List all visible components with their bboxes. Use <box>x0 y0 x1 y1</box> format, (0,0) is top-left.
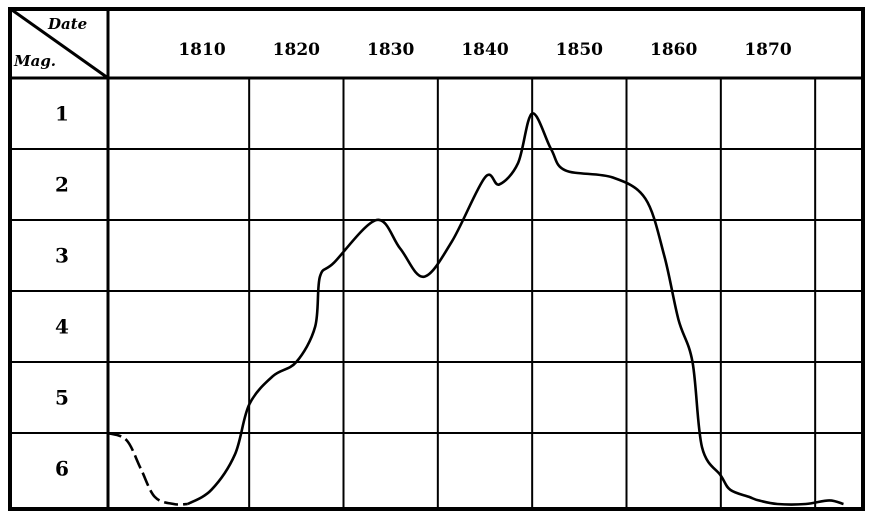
x-tick-label: 1870 <box>744 40 791 60</box>
x-axis-label: Date <box>47 15 87 33</box>
y-tick-label: 5 <box>55 386 69 410</box>
grid-lines <box>12 10 863 509</box>
x-tick-label: 1850 <box>556 40 603 60</box>
chart-frame <box>8 7 865 511</box>
x-tick-label: 1810 <box>178 40 225 60</box>
tick-labels: 1810 1820 1830 1840 1850 1860 1870 1 2 3 4 5 6 <box>55 40 792 481</box>
series-line-dashed <box>107 431 188 506</box>
x-tick-label: 1840 <box>461 40 508 60</box>
x-tick-label: 1860 <box>650 40 697 60</box>
x-tick-label: 1820 <box>273 40 320 60</box>
series-line <box>187 112 844 506</box>
y-axis-label: Mag. <box>13 52 56 70</box>
y-tick-label: 1 <box>55 102 69 126</box>
series-curves <box>107 112 844 506</box>
y-tick-label: 6 <box>55 457 69 481</box>
y-tick-label: 4 <box>55 315 69 339</box>
corner-diagonal <box>11 8 109 80</box>
x-tick-label: 1830 <box>367 40 414 60</box>
y-tick-label: 2 <box>55 173 69 197</box>
y-tick-label: 3 <box>55 244 69 268</box>
